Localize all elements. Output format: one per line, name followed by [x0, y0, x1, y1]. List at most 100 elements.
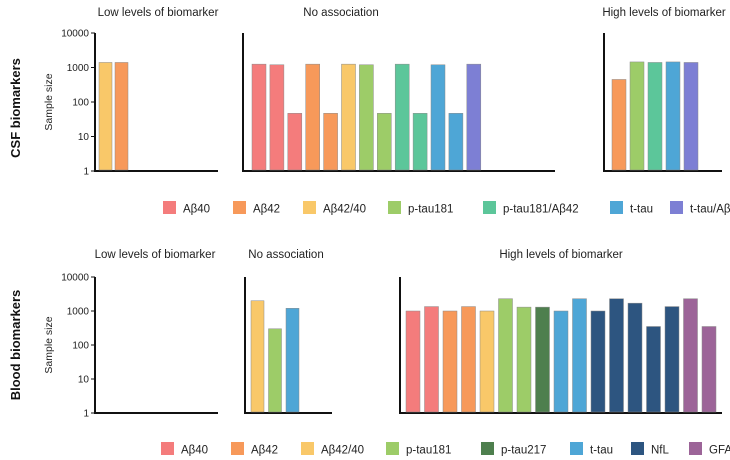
legend-item-ab42: Aβ42 — [231, 442, 278, 457]
row-label-blood: Blood biomarkers — [8, 290, 23, 401]
legend-item-t-tau-ab42: t-tau/Aβ42 — [670, 201, 730, 216]
bar-p-tau181 — [268, 328, 282, 413]
bar-ab42 — [611, 79, 627, 171]
legend-label: GFAP — [709, 445, 730, 457]
panel-title: Low levels of biomarker — [98, 7, 219, 19]
y-tick-label: 1 — [83, 167, 89, 178]
legend-item-ab40: Aβ40 — [163, 201, 210, 216]
legend-swatch — [483, 201, 496, 214]
legend-label: Aβ42 — [253, 204, 280, 216]
legend-label: t-tau — [590, 445, 613, 457]
legend-item-p-tau181: p-tau181 — [388, 201, 453, 216]
bar-t-tau — [448, 113, 464, 171]
y-tick-label: 10 — [78, 375, 90, 386]
legend-label: p-tau181/Aβ42 — [503, 204, 579, 216]
y-tick-label: 100 — [72, 98, 89, 109]
y-tick-label: 10000 — [61, 29, 89, 40]
bar-ab42 — [323, 113, 338, 171]
bar-p-tau181 — [629, 61, 645, 171]
bar-ab42-40 — [98, 62, 113, 171]
chart-panel: Low levels of biomarker 1 10 100 1000 10000 Sa… — [43, 7, 219, 178]
bar-ab42 — [305, 63, 320, 171]
legend-swatch — [233, 201, 246, 214]
row-label-csf: CSF biomarkers — [8, 58, 23, 158]
chart-panel: No association — [244, 249, 332, 414]
bar-t-tau — [572, 298, 587, 413]
bar-nfl — [664, 306, 680, 413]
bar-ab42-40 — [250, 300, 265, 413]
bar-ab42 — [442, 310, 458, 413]
legend-label: Aβ42/40 — [323, 204, 366, 216]
legend-item-p-tau217: p-tau217 — [481, 442, 546, 457]
chart-panel: No association — [242, 7, 555, 172]
bar-ab40 — [405, 310, 421, 413]
y-axis-label: Sample size — [43, 316, 55, 373]
legend-label: t-tau — [630, 204, 653, 216]
legend-label: Aβ40 — [183, 204, 210, 216]
bar-nfl — [627, 302, 643, 413]
bar-p-tau181-ab42 — [394, 63, 410, 171]
panel-title: No association — [303, 7, 378, 19]
panel-title: No association — [248, 249, 323, 261]
legend-swatch — [481, 442, 494, 455]
legend-item-t-tau: t-tau — [610, 201, 653, 216]
bar-p-tau181-ab42 — [647, 62, 663, 171]
bar-ab42 — [461, 306, 476, 413]
bar-p-tau181-ab42 — [412, 113, 428, 171]
legend-swatch — [386, 442, 399, 455]
bar-t-tau-ab42 — [466, 63, 482, 171]
legend-swatch — [163, 201, 176, 214]
legend-item-p-tau181: p-tau181 — [386, 442, 451, 457]
bar-nfl — [609, 298, 624, 413]
legend-item-p-tau181-ab42: p-tau181/Aβ42 — [483, 201, 579, 216]
legend-label: p-tau217 — [501, 445, 546, 457]
legend-swatch — [231, 442, 244, 455]
bar-ab42 — [114, 62, 129, 171]
legend-swatch — [388, 201, 401, 214]
bar-nfl — [590, 310, 606, 413]
legend-label: Aβ42 — [251, 445, 278, 457]
legend-item-ab42-40: Aβ42/40 — [301, 442, 364, 457]
legend-item-gfap: GFAP — [689, 442, 730, 457]
legend-item-nfl: NfL — [631, 442, 670, 457]
legend-label: t-tau/Aβ42 — [690, 204, 730, 216]
bar-t-tau — [665, 61, 681, 171]
legend-swatch — [301, 442, 314, 455]
legend-item-ab42-40: Aβ42/40 — [303, 201, 366, 216]
legend: Aβ40 Aβ42 Aβ42/40 p-tau181 p-tau217 t-tau NfL G… — [161, 442, 730, 457]
y-tick-label: 1000 — [67, 63, 90, 74]
legend-label: Aβ42/40 — [321, 445, 364, 457]
bar-t-tau — [553, 310, 569, 413]
y-tick-label: 100 — [72, 341, 89, 352]
y-tick-label: 10000 — [61, 273, 89, 284]
bar-p-tau181 — [377, 113, 392, 171]
legend-swatch — [303, 201, 316, 214]
y-axis-label: Sample size — [43, 73, 55, 130]
panel-title: High levels of biomarker — [499, 249, 623, 261]
bar-t-tau — [285, 308, 300, 413]
legend-swatch — [610, 201, 623, 214]
y-tick-label: 1 — [83, 409, 89, 420]
legend-swatch — [670, 201, 683, 214]
bar-ab40 — [269, 64, 285, 171]
bar-ab40 — [424, 306, 439, 413]
bar-gfap — [701, 326, 717, 413]
legend-item-ab40: Aβ40 — [161, 442, 208, 457]
bar-p-tau217 — [535, 306, 550, 413]
bar-nfl — [646, 326, 661, 413]
chart-panel: Low levels of biomarker 1 10 100 1000 10000 Sa… — [43, 249, 218, 420]
bar-t-tau — [430, 64, 446, 171]
chart-panels: Low levels of biomarker 1 10 100 1000 10000 Sa… — [43, 7, 726, 420]
legend-label: NfL — [651, 445, 670, 457]
chart-panel: High levels of biomarker — [602, 7, 726, 172]
bar-t-tau-ab42 — [683, 62, 699, 171]
legend-swatch — [161, 442, 174, 455]
bar-gfap — [683, 298, 698, 413]
panel-title: Low levels of biomarker — [95, 249, 216, 261]
legend-label: Aβ40 — [181, 445, 208, 457]
legend-swatch — [570, 442, 583, 455]
legend-swatch — [689, 442, 702, 455]
bar-ab42-40 — [341, 63, 356, 171]
side-labels: CSF biomarkers Blood biomarkers — [8, 58, 23, 400]
